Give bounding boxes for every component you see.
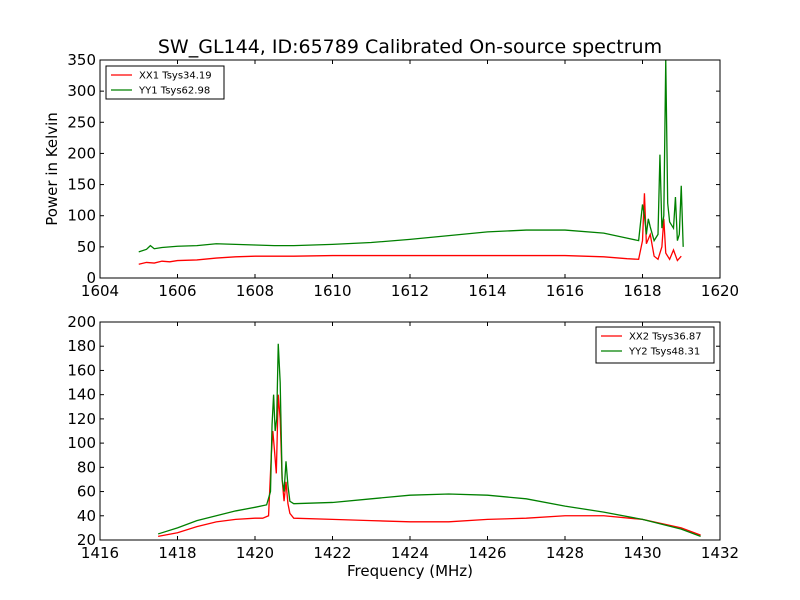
x-tick-label: 1422 — [313, 544, 351, 562]
y-tick-label: 20 — [77, 531, 96, 549]
y-axis-label-top: Power in Kelvin — [43, 112, 61, 226]
y-tick-label: 150 — [67, 176, 96, 194]
y-tick-label: 160 — [67, 361, 96, 379]
y-tick-label: 200 — [67, 313, 96, 331]
series-line-0-1 — [138, 60, 684, 253]
x-tick-label: 1420 — [236, 544, 274, 562]
legend-label-0-1: YY1 Tsys62.98 — [138, 86, 210, 97]
x-tick-label: 1424 — [391, 544, 429, 562]
top-panel: 1604 1606 1608 1610 1612 1614 1616 1618 1620 0 50 1… — [67, 51, 739, 300]
series-line-1-0 — [158, 394, 701, 538]
legend-label-0-0: XX1 Tsys34.19 — [139, 71, 212, 82]
y-tick-label: 0 — [86, 269, 96, 287]
x-tick-label: 1616 — [546, 282, 584, 300]
x-tick-label: 1614 — [468, 282, 506, 300]
x-tick-label: 1428 — [546, 544, 584, 562]
legend-box-1 — [595, 326, 715, 364]
x-axis-label-bottom: Frequency (MHz) — [347, 562, 473, 580]
series-line-1-1 — [157, 343, 701, 537]
legend-box-0 — [105, 65, 225, 100]
bottom-panel: 1416 1418 1420 1422 1424 1426 1428 1430 1432 20 40… — [67, 313, 739, 562]
legend-label-1-1: YY2 Tsys48.31 — [628, 347, 700, 358]
x-tick-label: 1416 — [81, 544, 119, 562]
y-tick-label: 80 — [77, 458, 96, 476]
series-line-0-0 — [138, 193, 682, 265]
x-tick-label: 1618 — [623, 282, 661, 300]
y-tick-label: 100 — [67, 434, 96, 452]
x-tick-label: 1426 — [468, 544, 506, 562]
y-tick-label: 60 — [77, 483, 96, 501]
y-tick-label: 200 — [67, 144, 96, 162]
x-tick-label: 1418 — [158, 544, 196, 562]
chart-title: SW_GL144, ID:65789 Calibrated On-source … — [158, 36, 662, 58]
y-tick-label: 140 — [67, 386, 96, 404]
y-tick-label: 50 — [77, 238, 96, 256]
y-tick-label: 350 — [67, 51, 96, 69]
y-tick-label: 250 — [67, 113, 96, 131]
x-tick-label: 1612 — [391, 282, 429, 300]
x-tick-label: 1432 — [701, 544, 739, 562]
y-tick-label: 120 — [67, 410, 96, 428]
x-tick-label: 1610 — [313, 282, 351, 300]
y-tick-label: 180 — [67, 337, 96, 355]
y-tick-label: 40 — [77, 507, 96, 525]
x-tick-label: 1620 — [701, 282, 739, 300]
x-tick-label: 1606 — [158, 282, 196, 300]
legend-label-1-0: XX2 Tsys36.87 — [629, 332, 702, 343]
x-tick-label: 1604 — [81, 282, 119, 300]
x-tick-label: 1430 — [623, 544, 661, 562]
x-tick-label: 1608 — [236, 282, 274, 300]
y-tick-label: 100 — [67, 207, 96, 225]
y-tick-label: 300 — [67, 82, 96, 100]
